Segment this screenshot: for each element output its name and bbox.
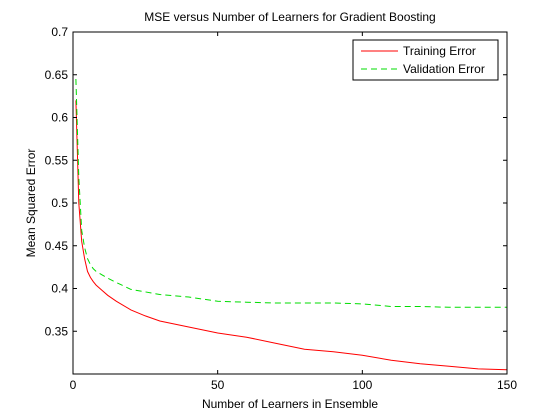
legend-box bbox=[352, 39, 499, 81]
y-tick-label: 0.45 bbox=[45, 239, 69, 253]
x-tick-label: 150 bbox=[497, 378, 517, 392]
y-tick-label: 0.6 bbox=[51, 111, 68, 125]
y-tick-label: 0.5 bbox=[51, 196, 68, 210]
x-tick-label: 50 bbox=[211, 378, 225, 392]
y-tick-label: 0.35 bbox=[45, 324, 69, 338]
legend: Training Error Validation Error bbox=[352, 39, 499, 81]
x-tick-label: 0 bbox=[70, 378, 77, 392]
y-tick-label: 0.55 bbox=[45, 153, 69, 167]
chart-title: MSE versus Number of Learners for Gradie… bbox=[144, 10, 435, 24]
x-tick-label: 100 bbox=[352, 378, 372, 392]
y-tick-label: 0.7 bbox=[51, 25, 68, 39]
y-tick-label: 0.4 bbox=[51, 282, 68, 296]
y-tick-label: 0.65 bbox=[45, 68, 69, 82]
x-axis-label: Number of Learners in Ensemble bbox=[202, 397, 378, 411]
series-line-training-error bbox=[75, 100, 508, 371]
y-axis: 0.35 0.4 0.45 0.5 0.55 0.6 0.65 0.7 bbox=[45, 25, 507, 338]
legend-label: Training Error bbox=[403, 44, 476, 58]
plot-background bbox=[73, 32, 507, 374]
series-line-validation-error bbox=[75, 78, 507, 308]
legend-label: Validation Error bbox=[403, 62, 485, 76]
series-layer bbox=[75, 78, 508, 371]
plot-area: 0 50 100 150 0.35 0.4 0.45 0.5 0.55 0.6 0.65 0.7 bbox=[45, 25, 518, 392]
y-axis-label: Mean Squared Error bbox=[24, 149, 38, 258]
x-axis: 0 50 100 150 bbox=[70, 32, 517, 392]
